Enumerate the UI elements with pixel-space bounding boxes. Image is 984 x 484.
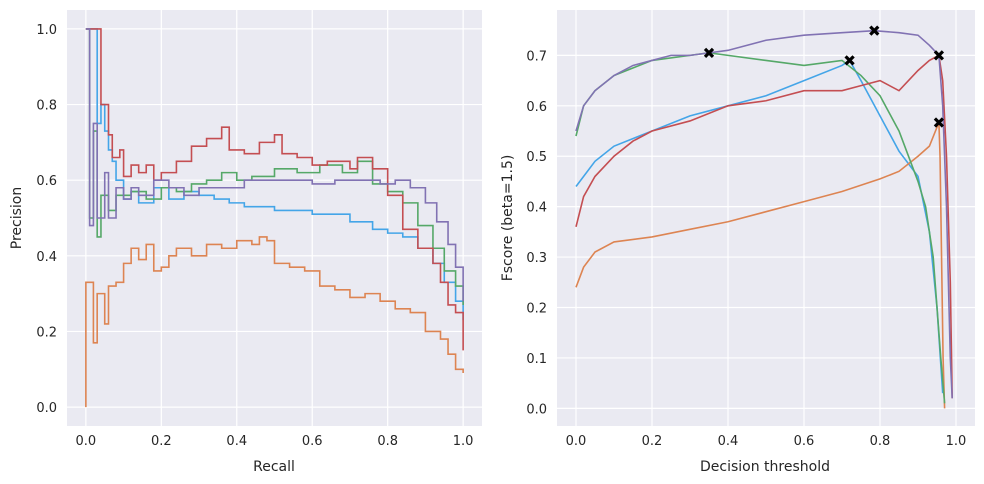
- x-tick-label: 0.6: [794, 434, 815, 449]
- x-tick-label: 0.8: [870, 434, 891, 449]
- y-tick-label: 0.5: [526, 150, 547, 165]
- x-tick-label: 0.6: [302, 434, 323, 449]
- y-tick-label: 0.3: [526, 251, 547, 266]
- left-ylabel: Precision: [9, 187, 25, 249]
- series-line-1: [575, 122, 946, 409]
- y-tick-label: 0.6: [526, 100, 547, 115]
- y-tick-label: 0.2: [526, 302, 547, 317]
- best-threshold-marker-0: [844, 55, 855, 66]
- best-threshold-marker-1: [933, 117, 945, 128]
- x-tick-label: 0.8: [377, 434, 398, 449]
- right-xlabel: Decision threshold: [700, 459, 830, 475]
- y-tick-label: 0.7: [526, 49, 547, 64]
- left-xlabel: Recall: [253, 459, 295, 475]
- series-line-4: [85, 28, 464, 302]
- y-tick-label: 0.6: [36, 174, 57, 189]
- x-tick-label: 1.0: [453, 434, 474, 449]
- x-tick-label: 0.4: [226, 434, 247, 449]
- best-threshold-marker-4: [869, 25, 880, 36]
- x-tick-label: 0.0: [566, 434, 587, 449]
- fscore-threshold-axes: 0.0 0.2 0.4 0.6 0.8 1.0 0.0 0.1 0.2 0.3 0.4 0.5 0.6 0…: [526, 10, 975, 449]
- series-line-3: [575, 54, 953, 399]
- x-tick-label: 0.0: [76, 434, 97, 449]
- y-tick-label: 0.2: [36, 325, 57, 340]
- y-tick-label: 0.1: [526, 352, 547, 367]
- series-line-4: [575, 29, 953, 399]
- plot-area: [557, 10, 975, 426]
- y-tick-label: 0.8: [36, 99, 57, 114]
- x-tick-label: 1.0: [946, 434, 967, 449]
- y-tick-label: 0.0: [36, 401, 57, 416]
- y-tick-label: 1.0: [36, 23, 57, 38]
- x-tick-label: 0.2: [642, 434, 663, 449]
- plot-area: [67, 10, 482, 426]
- x-tick-label: 0.2: [151, 434, 172, 449]
- y-tick-label: 0.0: [526, 402, 547, 417]
- right-ylabel: Fscore (beta=1.5): [500, 155, 516, 282]
- best-threshold-marker-2: [703, 47, 715, 58]
- y-tick-label: 0.4: [36, 250, 57, 265]
- precision-recall-axes: 0.0 0.2 0.4 0.6 0.8 1.0 0.0 0.2 0.4 0.6 0.8 1.0: [36, 10, 482, 449]
- best-threshold-marker-3: [933, 50, 945, 61]
- x-tick-label: 0.4: [718, 434, 739, 449]
- series-line-1: [85, 236, 464, 408]
- y-tick-label: 0.4: [526, 201, 547, 216]
- series-line-3: [85, 28, 464, 351]
